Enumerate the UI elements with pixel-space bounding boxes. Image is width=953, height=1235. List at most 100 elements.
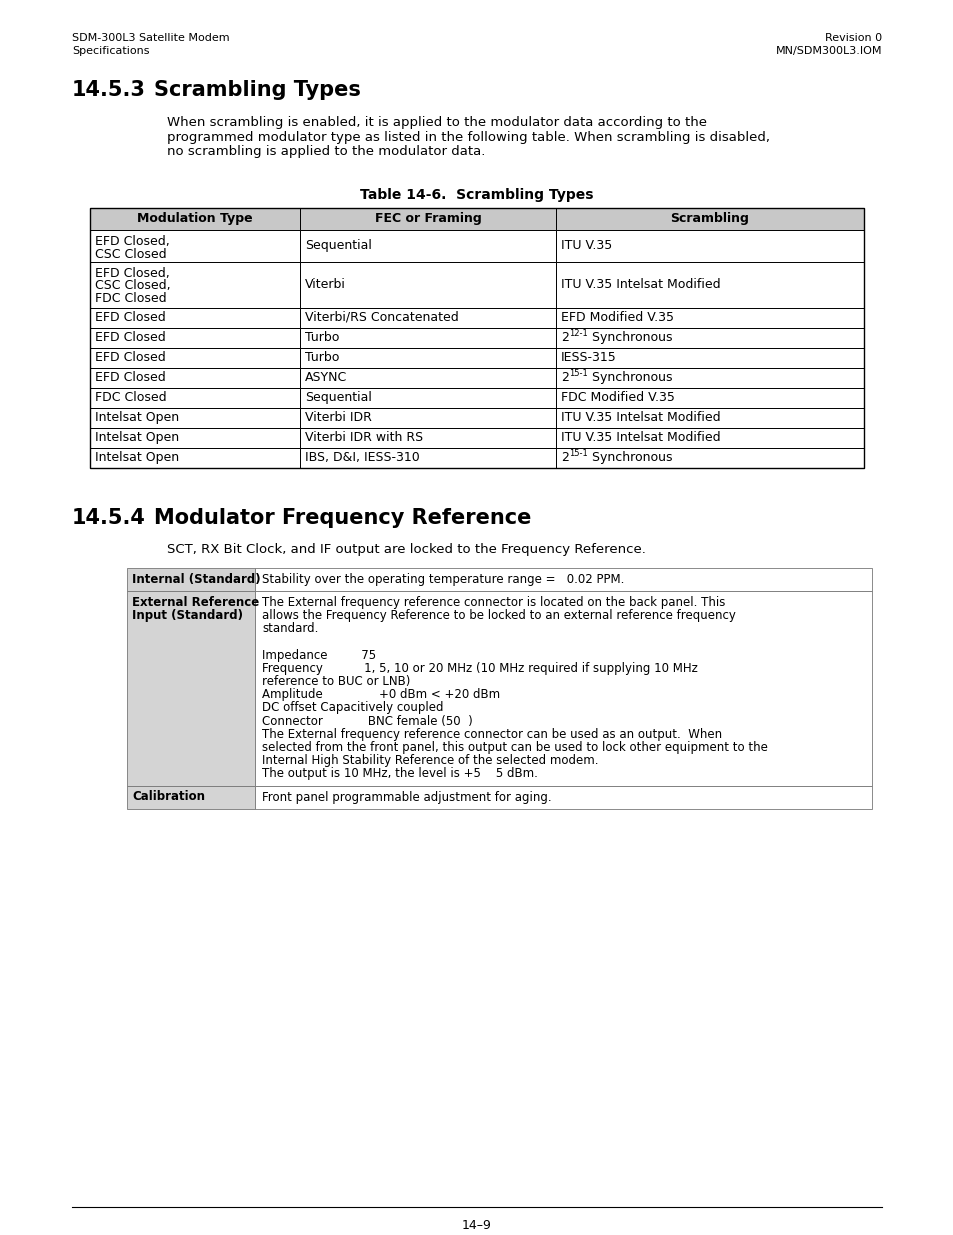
Text: EFD Closed: EFD Closed — [95, 311, 166, 324]
Text: Synchronous: Synchronous — [587, 331, 672, 345]
Bar — [127, 590, 254, 785]
Text: Sequential: Sequential — [305, 391, 372, 404]
Bar — [556, 308, 863, 327]
Text: Revision 0: Revision 0 — [824, 33, 882, 43]
Bar — [299, 327, 556, 347]
Text: EFD Closed,: EFD Closed, — [95, 235, 170, 247]
Text: Modulator Frequency Reference: Modulator Frequency Reference — [153, 508, 531, 527]
Text: Viterbi: Viterbi — [305, 278, 346, 291]
Text: When scrambling is enabled, it is applied to the modulator data according to the: When scrambling is enabled, it is applie… — [167, 116, 706, 128]
Text: Internal High Stability Reference of the selected modem.: Internal High Stability Reference of the… — [262, 755, 598, 767]
Bar — [556, 388, 863, 408]
Text: Intelsat Open: Intelsat Open — [95, 451, 179, 464]
Text: Modulation Type: Modulation Type — [137, 212, 253, 225]
Text: SCT, RX Bit Clock, and IF output are locked to the Frequency Reference.: SCT, RX Bit Clock, and IF output are loc… — [167, 543, 645, 557]
Bar — [556, 262, 863, 308]
Bar — [556, 427, 863, 447]
Text: CSC Closed,: CSC Closed, — [95, 279, 171, 293]
Text: Viterbi IDR with RS: Viterbi IDR with RS — [305, 431, 423, 445]
Bar — [90, 327, 299, 347]
Text: CSC Closed: CSC Closed — [95, 247, 167, 261]
Bar — [556, 368, 863, 388]
Bar — [556, 408, 863, 427]
Text: MN/SDM300L3.IOM: MN/SDM300L3.IOM — [775, 46, 882, 56]
Bar — [299, 207, 556, 230]
Text: EFD Closed,: EFD Closed, — [95, 267, 170, 279]
Bar — [556, 327, 863, 347]
Text: The External frequency reference connector is located on the back panel. This: The External frequency reference connect… — [262, 595, 724, 609]
Text: Specifications: Specifications — [71, 46, 150, 56]
Text: Sequential: Sequential — [305, 240, 372, 252]
Text: 14.5.4: 14.5.4 — [71, 508, 146, 527]
Text: The output is 10 MHz, the level is +5    5 dBm.: The output is 10 MHz, the level is +5 5 … — [262, 767, 537, 781]
Bar — [90, 427, 299, 447]
Text: IBS, D&I, IESS-310: IBS, D&I, IESS-310 — [305, 451, 419, 464]
Bar — [556, 207, 863, 230]
Text: Scrambling Types: Scrambling Types — [153, 80, 360, 100]
Bar — [127, 785, 254, 809]
Text: FEC or Framing: FEC or Framing — [375, 212, 481, 225]
Bar — [299, 368, 556, 388]
Text: Synchronous: Synchronous — [587, 451, 672, 464]
Text: Intelsat Open: Intelsat Open — [95, 411, 179, 424]
Text: 12-1: 12-1 — [568, 329, 587, 338]
Text: EFD Closed: EFD Closed — [95, 351, 166, 364]
Text: Turbo: Turbo — [305, 351, 339, 364]
Bar — [90, 308, 299, 327]
Text: Turbo: Turbo — [305, 331, 339, 345]
Bar — [299, 427, 556, 447]
Bar — [254, 568, 871, 590]
Text: Internal (Standard): Internal (Standard) — [132, 573, 260, 585]
Text: 15-1: 15-1 — [568, 450, 587, 458]
Bar — [127, 568, 254, 590]
Text: 14.5.3: 14.5.3 — [71, 80, 146, 100]
Text: EFD Closed: EFD Closed — [95, 331, 166, 345]
Bar — [90, 347, 299, 368]
Bar — [556, 347, 863, 368]
Text: ITU V.35 Intelsat Modified: ITU V.35 Intelsat Modified — [560, 411, 720, 424]
Text: Front panel programmable adjustment for aging.: Front panel programmable adjustment for … — [262, 790, 551, 804]
Bar — [90, 207, 299, 230]
Text: FDC Closed: FDC Closed — [95, 293, 167, 305]
Text: Input (Standard): Input (Standard) — [132, 609, 243, 622]
Text: EFD Modified V.35: EFD Modified V.35 — [560, 311, 673, 324]
Text: selected from the front panel, this output can be used to lock other equipment t: selected from the front panel, this outp… — [262, 741, 767, 753]
Bar — [556, 447, 863, 468]
Text: Viterbi IDR: Viterbi IDR — [305, 411, 372, 424]
Bar — [299, 408, 556, 427]
Text: Table 14-6.  Scrambling Types: Table 14-6. Scrambling Types — [360, 188, 593, 201]
Bar — [90, 207, 863, 468]
Text: Frequency           1, 5, 10 or 20 MHz (10 MHz required if supplying 10 MHz: Frequency 1, 5, 10 or 20 MHz (10 MHz req… — [262, 662, 698, 674]
Text: DC offset Capacitively coupled: DC offset Capacitively coupled — [262, 701, 443, 714]
Bar — [299, 347, 556, 368]
Text: reference to BUC or LNB): reference to BUC or LNB) — [262, 674, 410, 688]
Text: standard.: standard. — [262, 622, 318, 635]
Text: ITU V.35 Intelsat Modified: ITU V.35 Intelsat Modified — [560, 278, 720, 291]
Bar — [299, 447, 556, 468]
Text: External Reference: External Reference — [132, 595, 259, 609]
Text: 15-1: 15-1 — [568, 369, 587, 378]
Text: Intelsat Open: Intelsat Open — [95, 431, 179, 445]
Bar — [299, 388, 556, 408]
Bar — [299, 308, 556, 327]
Bar — [90, 447, 299, 468]
Text: 2: 2 — [560, 451, 568, 464]
Text: Stability over the operating temperature range =   0.02 PPM.: Stability over the operating temperature… — [262, 573, 623, 585]
Text: 2: 2 — [560, 331, 568, 345]
Text: ASYNC: ASYNC — [305, 370, 347, 384]
Text: Synchronous: Synchronous — [587, 370, 672, 384]
Bar — [299, 230, 556, 262]
Bar — [90, 368, 299, 388]
Text: Viterbi/RS Concatenated: Viterbi/RS Concatenated — [305, 311, 458, 324]
Text: FDC Modified V.35: FDC Modified V.35 — [560, 391, 674, 404]
Text: 14–9: 14–9 — [461, 1219, 492, 1233]
Text: SDM-300L3 Satellite Modem: SDM-300L3 Satellite Modem — [71, 33, 230, 43]
Text: FDC Closed: FDC Closed — [95, 391, 167, 404]
Text: allows the Frequency Reference to be locked to an external reference frequency: allows the Frequency Reference to be loc… — [262, 609, 735, 622]
Text: 2: 2 — [560, 370, 568, 384]
Text: Calibration: Calibration — [132, 790, 205, 804]
Bar — [90, 388, 299, 408]
Text: Scrambling: Scrambling — [670, 212, 749, 225]
Text: ITU V.35 Intelsat Modified: ITU V.35 Intelsat Modified — [560, 431, 720, 445]
Text: ITU V.35: ITU V.35 — [560, 240, 612, 252]
